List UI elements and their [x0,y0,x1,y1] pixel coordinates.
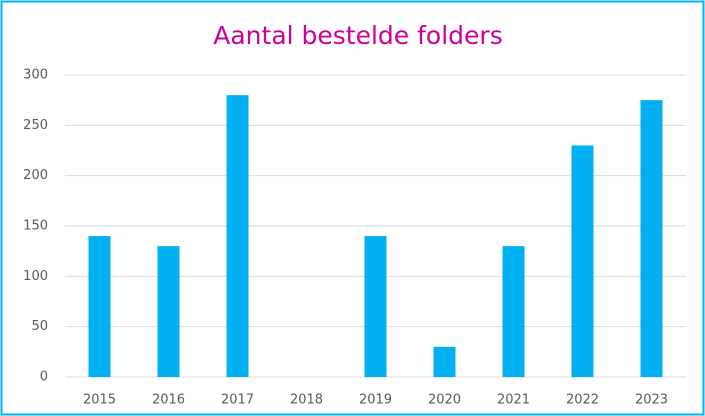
y-tick-label: 300 [23,68,48,83]
x-tick-label: 2021 [497,393,530,408]
x-tick-label: 2019 [359,393,392,408]
bar [88,236,111,377]
y-tick-label: 50 [31,319,48,334]
x-tick-label: 2022 [566,393,599,408]
x-tick-label: 2017 [221,393,254,408]
y-tick-label: 150 [23,219,48,234]
x-tick-label: 2016 [152,393,185,408]
y-tick-label: 200 [23,168,48,183]
bar [226,95,249,377]
bar [640,100,663,378]
bar [433,346,456,377]
y-tick-label: 0 [40,370,48,385]
bar [364,236,387,377]
x-tick-label: 2018 [290,393,323,408]
x-tick-label: 2015 [83,393,116,408]
y-tick-label: 250 [23,118,48,133]
x-tick-label: 2020 [428,393,461,408]
x-tick-label: 2023 [635,393,668,408]
chart-title: Aantal bestelde folders [213,21,502,50]
bar [157,246,180,377]
y-tick-label: 100 [23,269,48,284]
bar [502,246,525,377]
bar [571,145,594,377]
